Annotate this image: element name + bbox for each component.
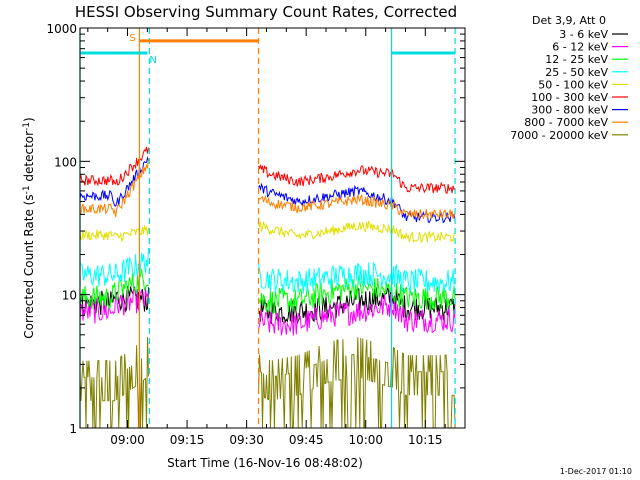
legend-label-6: 300 - 800 keV xyxy=(531,104,608,117)
plot-area: SN xyxy=(79,28,456,429)
legend-label-3: 25 - 50 keV xyxy=(545,66,608,79)
annotation-label-n: N xyxy=(149,55,156,66)
legend-title: Det 3,9, Att 0 xyxy=(532,14,606,27)
legend-label-8: 7000 - 20000 keV xyxy=(510,129,608,142)
series-line-6-segment-0 xyxy=(79,155,149,207)
plot-frame xyxy=(79,27,466,429)
legend-label-0: 3 - 6 keV xyxy=(559,28,608,41)
legend-label-7: 800 - 7000 keV xyxy=(524,116,608,129)
series-line-8-segment-1 xyxy=(258,337,456,429)
legend-label-5: 100 - 300 keV xyxy=(531,91,608,104)
y-tick-label-2: 100 xyxy=(54,155,77,169)
footer-timestamp: 1-Dec-2017 01:10 xyxy=(560,467,632,476)
legend-label-1: 6 - 12 keV xyxy=(552,41,608,54)
series-line-3-segment-1 xyxy=(258,261,456,294)
chart-title: HESSI Observing Summary Count Rates, Cor… xyxy=(75,3,457,21)
series-line-3-segment-0 xyxy=(79,247,149,287)
series-line-1-segment-1 xyxy=(258,294,456,336)
x-tick-label-1: 09:15 xyxy=(170,433,205,447)
x-tick-label-5: 10:15 xyxy=(408,433,443,447)
y-tick-label-3: 1000 xyxy=(46,22,77,36)
legend-label-2: 12 - 25 keV xyxy=(545,53,608,66)
series-line-7-segment-1 xyxy=(258,193,456,220)
series-line-5-segment-0 xyxy=(79,146,149,187)
series-line-2-segment-0 xyxy=(79,268,149,310)
x-tick-label-2: 09:30 xyxy=(229,433,264,447)
series-line-7-segment-0 xyxy=(79,158,149,218)
series-line-8-segment-0 xyxy=(79,337,149,429)
y-axis: 1 10 100 1000 xyxy=(46,22,465,436)
series-line-1-segment-0 xyxy=(79,287,149,324)
x-tick-label-0: 09:00 xyxy=(110,433,145,447)
series-line-4-segment-1 xyxy=(258,220,456,244)
y-tick-label-1: 10 xyxy=(62,289,77,303)
x-axis-label: Start Time (16-Nov-16 08:48:02) xyxy=(167,456,363,470)
x-axis: 09:00 09:15 09:30 09:45 10:00 10:15 xyxy=(87,28,466,447)
x-tick-label-3: 09:45 xyxy=(289,433,324,447)
y-tick-label-0: 1 xyxy=(69,422,77,436)
series-line-2-segment-1 xyxy=(258,274,456,315)
annotation-label-s: S xyxy=(129,33,135,44)
series-line-0-segment-1 xyxy=(258,287,456,325)
series-line-5-segment-1 xyxy=(258,164,456,194)
y-axis-label: Corrected Count Rate (s-1 detector-1) xyxy=(22,117,36,338)
series-line-4-segment-0 xyxy=(79,225,149,243)
x-tick-label-4: 10:00 xyxy=(348,433,383,447)
legend-label-4: 50 - 100 keV xyxy=(538,78,608,91)
